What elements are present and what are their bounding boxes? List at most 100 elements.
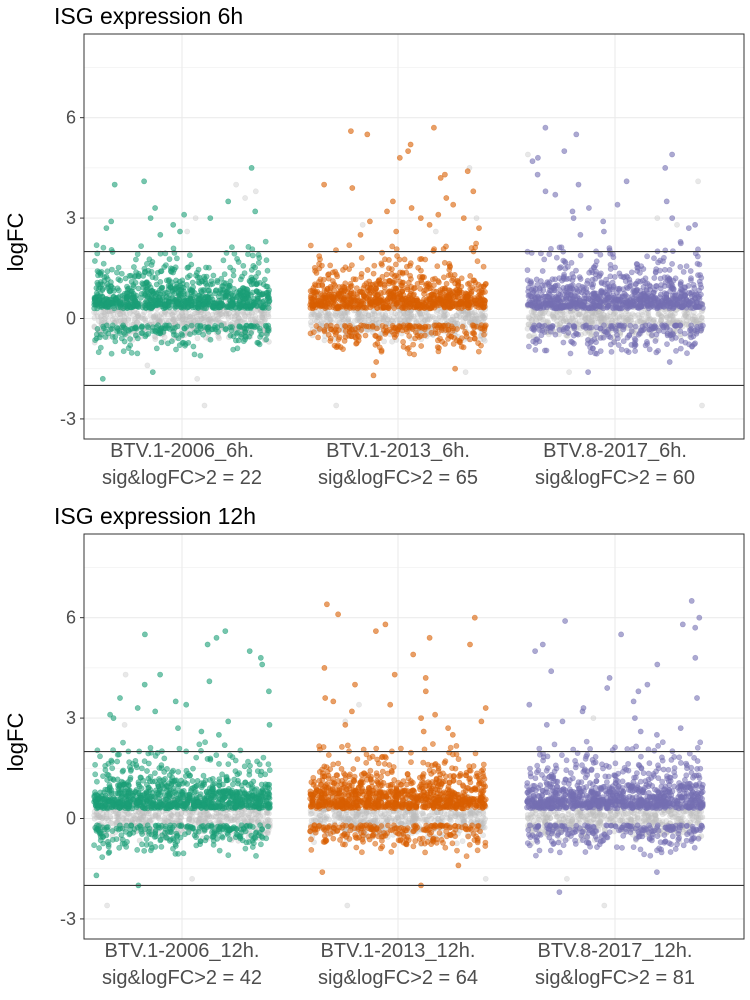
data-point-sig <box>628 269 635 276</box>
data-point-sig <box>611 294 618 301</box>
data-point-sig <box>228 290 235 297</box>
data-point-sig <box>94 325 101 332</box>
data-point-sig <box>577 252 584 259</box>
data-point-sig <box>186 272 193 279</box>
data-point-sig <box>666 359 673 365</box>
data-point-sig <box>467 272 474 279</box>
data-point-sig <box>435 211 442 218</box>
data-point-sig <box>340 303 347 310</box>
data-point-sig <box>624 285 631 292</box>
data-point-sig <box>149 369 156 375</box>
data-point-sig <box>418 343 425 349</box>
data-point-sig <box>651 323 658 329</box>
data-point-nonsig <box>226 310 233 316</box>
data-point-sig <box>534 304 540 311</box>
data-point-sig <box>428 329 435 336</box>
data-point-sig <box>540 304 547 311</box>
data-point-sig <box>214 324 221 331</box>
data-point-sig <box>627 322 634 329</box>
data-point-sig <box>365 323 372 330</box>
data-point-sig <box>659 298 665 305</box>
y-tick-label: 0 <box>66 309 76 329</box>
data-point-sig <box>260 304 267 311</box>
data-point-sig <box>379 322 386 329</box>
data-point-nonsig <box>96 318 102 325</box>
data-point-sig <box>310 329 317 336</box>
data-point-nonsig <box>231 310 238 317</box>
data-point-sig <box>109 322 116 329</box>
data-point-sig <box>122 275 129 282</box>
data-point-sig <box>623 347 630 354</box>
data-point-nonsig <box>169 312 176 318</box>
data-point-nonsig <box>144 362 151 369</box>
data-point-sig <box>157 231 164 238</box>
data-point-sig <box>628 301 635 308</box>
data-point-sig <box>125 345 132 351</box>
data-point-sig <box>600 218 607 225</box>
data-point-nonsig <box>190 317 197 324</box>
data-point-nonsig <box>658 317 664 324</box>
data-point-sig <box>148 305 154 312</box>
data-point-sig <box>421 274 427 281</box>
data-point-sig <box>656 304 663 311</box>
data-point-sig <box>121 338 128 345</box>
data-point-sig <box>588 324 595 331</box>
data-point-sig <box>642 293 648 300</box>
data-point-sig <box>650 295 657 302</box>
data-point-nonsig <box>234 309 241 316</box>
data-point-sig <box>425 323 432 330</box>
data-point-sig <box>167 268 174 274</box>
data-point-sig <box>696 261 703 268</box>
data-point-sig <box>120 322 126 329</box>
data-point-sig <box>138 323 145 330</box>
data-point-sig <box>637 301 644 308</box>
data-point-nonsig <box>184 228 191 235</box>
data-point-nonsig <box>225 310 232 317</box>
data-point-nonsig <box>557 321 563 327</box>
data-point-sig <box>336 334 343 341</box>
data-point-sig <box>93 242 100 249</box>
data-point-sig <box>663 198 670 205</box>
data-point-sig <box>690 305 696 312</box>
data-point-nonsig <box>419 311 425 317</box>
points <box>91 124 706 409</box>
data-point-sig <box>635 278 641 284</box>
data-point-sig <box>184 264 191 271</box>
data-point-sig <box>614 335 621 342</box>
data-point-nonsig <box>601 312 607 318</box>
data-point-sig <box>157 268 164 275</box>
data-point-sig <box>401 256 408 263</box>
data-point-sig <box>530 324 536 331</box>
data-point-sig <box>161 264 168 270</box>
data-point-sig <box>92 297 99 304</box>
data-point-nonsig <box>427 313 433 320</box>
data-point-sig <box>197 325 204 332</box>
data-point-sig <box>157 301 163 307</box>
data-point-sig <box>388 328 395 335</box>
data-point-sig <box>181 211 187 218</box>
data-point-sig <box>141 269 148 276</box>
data-point-sig <box>574 293 581 300</box>
data-point-nonsig <box>121 313 128 320</box>
data-point-sig <box>598 270 604 277</box>
data-point-sig <box>254 295 261 302</box>
data-point-sig <box>621 293 628 300</box>
data-point-nonsig <box>147 312 154 319</box>
data-point-sig <box>687 268 694 274</box>
data-point-sig <box>481 303 488 310</box>
data-point-sig <box>575 282 582 289</box>
data-point-nonsig <box>91 314 98 321</box>
data-point-nonsig <box>150 314 157 321</box>
data-point-sig <box>205 287 212 294</box>
data-point-sig <box>455 294 461 301</box>
chart-title: ISG expression 12h <box>54 503 256 529</box>
data-point-sig <box>683 263 690 270</box>
data-point-sig <box>662 164 669 171</box>
data-point-nonsig <box>569 313 576 320</box>
data-point-nonsig <box>308 322 315 329</box>
data-point-sig <box>236 323 243 330</box>
data-point-sig <box>665 277 671 284</box>
data-point-nonsig <box>197 309 204 316</box>
